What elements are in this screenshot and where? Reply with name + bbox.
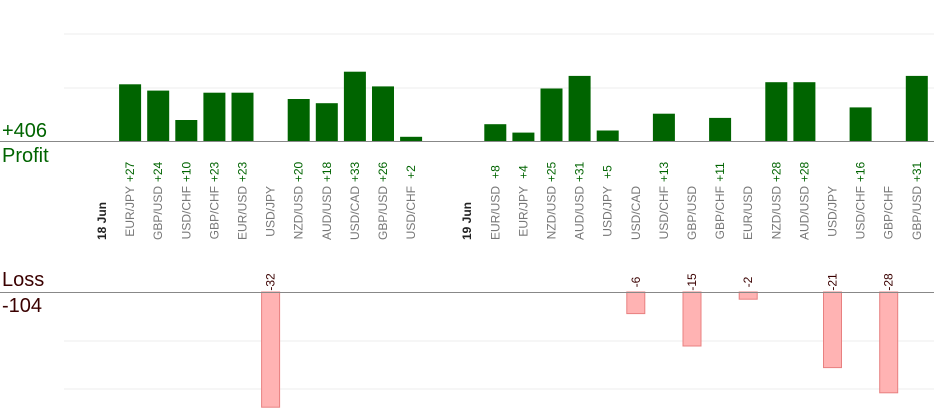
category-tick-label: USD/CHF [854,186,868,239]
profit-value-label: +16 [854,161,868,182]
profit-bar [540,88,563,141]
profit-value-label: +10 [179,161,193,182]
category-tick-label: NZD/USD [769,186,783,240]
profit-bar [231,92,254,141]
profit-value-label: +23 [207,161,221,182]
category-tick-label: NZD/USD [292,186,306,240]
loss-label: Loss [2,269,45,291]
profit-bar [905,75,928,141]
loss-value-label: -32 [264,273,278,291]
category-tick-label: EUR/USD [236,186,250,240]
profit-value-label: +31 [573,161,587,182]
profit-value-label: +24 [151,161,165,182]
profit-value-label: +28 [797,161,811,182]
profit-value-label: +13 [657,161,671,182]
profit-bar [765,82,788,141]
category-tick-label: EUR/JPY [123,186,137,237]
loss-bar [879,291,899,394]
loss-value-label: -15 [685,273,699,291]
profit-value-label: +28 [769,161,783,182]
loss-bar [261,291,281,408]
loss-bar [738,291,758,300]
profit-label: Profit [2,145,49,167]
date-label: 18 Jun [95,202,109,240]
category-tick-label: USD/CHF [657,186,671,239]
loss-value-label: -28 [882,273,896,291]
category-tick-label: USD/JPY [601,186,615,237]
category-tick-label: AUD/USD [797,186,811,240]
profit-bar [315,103,338,141]
category-tick-label: GBP/USD [151,186,165,240]
profit-bar [287,99,310,141]
profit-bar [709,117,732,141]
loss-total: -104 [2,295,43,317]
profit-bar [849,107,872,141]
profit-value-label: +5 [601,165,615,179]
category-tick-label: USD/JPY [826,186,840,237]
profit-bar [793,82,816,141]
profit-bar [568,75,591,141]
profit-value-label: +26 [376,161,390,182]
category-tick-label: EUR/USD [741,186,755,240]
category-tick-label: AUD/USD [573,186,587,240]
category-tick-label: EUR/JPY [516,186,530,237]
loss-bar [626,291,646,315]
category-tick-label: NZD/USD [545,186,559,240]
category-tick-label: USD/CAD [348,186,362,240]
profit-value-label: +2 [404,165,418,179]
loss-value-label: -6 [629,276,643,287]
profit-bar [484,124,507,141]
profit-value-label: +20 [292,161,306,182]
profit-bar [175,120,198,141]
category-tick-label: USD/CHF [179,186,193,239]
category-tick-label: EUR/USD [488,186,502,240]
profit-value-label: +25 [545,161,559,182]
category-tick-label: GBP/USD [685,186,699,240]
profit-value-label: +27 [123,161,137,182]
profit-bar [372,86,394,141]
category-tick-label: USD/JPY [264,186,278,237]
category-tick-label: GBP/CHF [882,186,896,239]
category-tick-label: GBP/CHF [207,186,221,239]
profit-value-label: +31 [910,161,924,182]
profit-value-label: +4 [516,165,530,179]
profit-bar [147,90,170,141]
loss-bar [682,291,702,347]
category-tick-label: GBP/CHF [713,186,727,239]
category-tick-label: USD/CAD [629,186,643,240]
category-tick-label: AUD/USD [320,186,334,240]
profit-value-label: +23 [236,161,250,182]
loss-value-label: -2 [741,276,755,287]
loss-value-label: -21 [826,273,840,291]
profit-value-label: +11 [713,162,727,182]
profit-bar [343,71,366,141]
profit-value-label: +8 [488,165,502,179]
category-tick-label: USD/CHF [404,186,418,239]
profit-bar [400,136,423,141]
loss-bar [823,291,842,369]
profit-bar [119,84,142,141]
profit-bar [203,92,226,141]
category-tick-label: GBP/USD [376,186,390,240]
profit-bar [652,113,675,141]
profit-value-label: +33 [348,161,362,182]
date-label: 19 Jun [460,202,474,240]
profit-bar [596,130,619,141]
profit-bar [512,132,535,141]
profit-value-label: +18 [320,161,334,182]
category-tick-label: GBP/USD [910,186,924,240]
profit-total: +406 [2,120,48,142]
